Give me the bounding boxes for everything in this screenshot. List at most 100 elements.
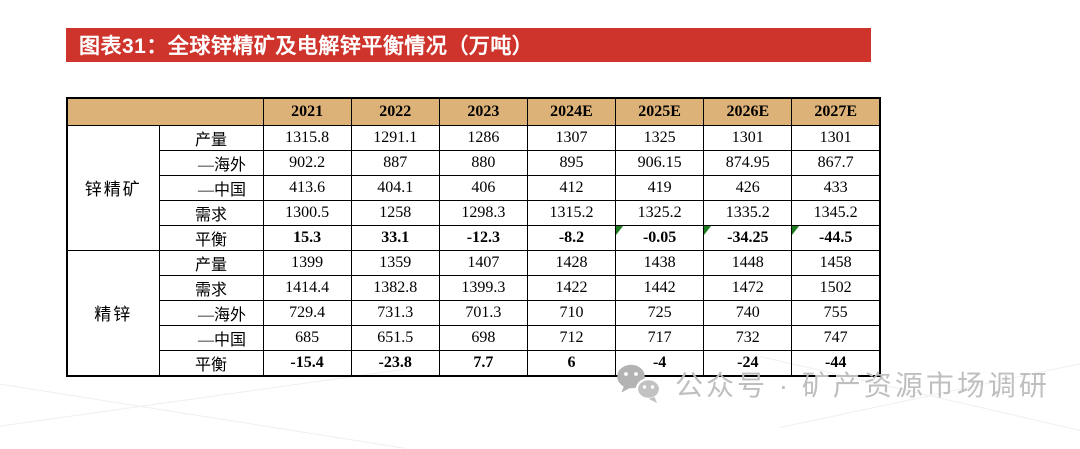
value-cell: 15.3: [262, 224, 352, 251]
value-cell: 895: [526, 149, 617, 176]
value-cell: 874.95: [703, 149, 793, 176]
value-cell: 433: [791, 174, 881, 201]
value-cell: 1315.8: [262, 124, 352, 151]
value-cell: -23.8: [350, 349, 440, 376]
value-cell: -8.2: [526, 224, 617, 251]
value-cell: 1438: [615, 249, 705, 276]
value-cell: 404.1: [350, 174, 440, 201]
value-cell: 1291.1: [350, 124, 440, 151]
value-cell: 701.3: [438, 299, 528, 326]
figure-title-banner: 图表31：全球锌精矿及电解锌平衡情况（万吨）: [66, 28, 871, 62]
table-row: —中国 413.6 404.1 406 412 419 426 433: [67, 174, 881, 201]
figure-title: 图表31：全球锌精矿及电解锌平衡情况（万吨）: [79, 35, 534, 58]
group-label: 精锌: [66, 249, 160, 376]
value-cell: 740: [703, 299, 793, 326]
value-cell: 729.4: [262, 299, 352, 326]
value-cell: 710: [526, 299, 617, 326]
value-cell: 1307: [526, 124, 617, 151]
value-cell: 1502: [791, 274, 881, 301]
value-cell: 1258: [350, 199, 440, 226]
value-cell: 1359: [350, 249, 440, 276]
table-header: 2021 2022 2023 2024E 2025E 2026E 2027E: [66, 97, 881, 126]
row-label: —中国: [158, 324, 264, 351]
value-cell: 1472: [703, 274, 793, 301]
value-cell: 1422: [526, 274, 617, 301]
value-cell: 717: [615, 324, 705, 351]
year-header-cell: 2021: [262, 97, 352, 126]
row-label: 产量: [158, 249, 264, 276]
value-cell: 33.1: [350, 224, 440, 251]
value-cell: 1315.2: [526, 199, 617, 226]
value-cell: 7.7: [438, 349, 528, 376]
value-cell: 1407: [438, 249, 528, 276]
table-row: 平衡 15.3 33.1 -12.3 -8.2 -0.05 -34.25 -44.5: [67, 224, 881, 251]
value-cell: 906.15: [615, 149, 705, 176]
zinc-balance-table: 2021 2022 2023 2024E 2025E 2026E 2027E 锌精矿 产量 13…: [66, 97, 881, 377]
value-cell: 6: [526, 349, 617, 376]
table-row: —海外 729.4 731.3 701.3 710 725 740 755: [67, 299, 881, 326]
value-cell: -34.25: [703, 224, 793, 251]
value-cell: 880: [438, 149, 528, 176]
year-header-cell: 2026E: [703, 97, 793, 126]
value-cell: -12.3: [438, 224, 528, 251]
watermark: 公众号 · 矿产资源市场调研: [616, 362, 1050, 406]
value-cell: 887: [350, 149, 440, 176]
header-corner-cell: [66, 97, 264, 126]
row-label: —中国: [158, 174, 264, 201]
value-cell: 1345.2: [791, 199, 881, 226]
value-cell: 755: [791, 299, 881, 326]
table-row: 平衡 -15.4 -23.8 7.7 6 -4 -24 -44: [67, 349, 881, 376]
watermark-text: 公众号 · 矿产资源市场调研: [675, 370, 1050, 401]
value-cell: 1458: [791, 249, 881, 276]
row-label: —海外: [158, 149, 264, 176]
value-cell: 747: [791, 324, 881, 351]
value-cell: -44: [791, 349, 881, 376]
value-cell: 1325.2: [615, 199, 705, 226]
table-row: 需求 1414.4 1382.8 1399.3 1422 1442 1472 1502: [67, 274, 881, 301]
value-cell: 698: [438, 324, 528, 351]
value-cell: 651.5: [350, 324, 440, 351]
year-header-cell: 2022: [350, 97, 440, 126]
value-cell: 406: [438, 174, 528, 201]
row-label: —海外: [158, 299, 264, 326]
value-cell: 1442: [615, 274, 705, 301]
value-cell: 725: [615, 299, 705, 326]
background-line: [0, 368, 407, 428]
value-cell: 1301: [791, 124, 881, 151]
row-label: 需求: [158, 199, 264, 226]
value-cell: 732: [703, 324, 793, 351]
value-cell: 1298.3: [438, 199, 528, 226]
value-cell: 1414.4: [262, 274, 352, 301]
value-cell: -15.4: [262, 349, 352, 376]
value-cell: -0.05: [615, 224, 705, 251]
value-cell: 867.7: [791, 149, 881, 176]
table-row: 精锌 产量 1399 1359 1407 1428 1438 1448 1458: [66, 249, 881, 376]
value-cell: -24: [703, 349, 793, 376]
year-header-cell: 2025E: [615, 97, 705, 126]
row-label: 平衡: [158, 349, 264, 376]
background-line: [0, 382, 405, 449]
value-cell: 1325: [615, 124, 705, 151]
row-label: 平衡: [158, 224, 264, 251]
group-label: 锌精矿: [66, 124, 160, 251]
value-cell: 1301: [703, 124, 793, 151]
table-row: —中国 685 651.5 698 712 717 732 747: [67, 324, 881, 351]
table-row: —海外 902.2 887 880 895 906.15 874.95 867.7: [67, 149, 881, 176]
value-cell: 1382.8: [350, 274, 440, 301]
year-header-cell: 2024E: [526, 97, 617, 126]
value-cell: 413.6: [262, 174, 352, 201]
year-header-row: 2021 2022 2023 2024E 2025E 2026E 2027E: [66, 97, 881, 126]
wechat-icon: [617, 364, 662, 403]
value-cell: 1286: [438, 124, 528, 151]
table-row: 需求 1300.5 1258 1298.3 1315.2 1325.2 1335.2 1345…: [67, 199, 881, 226]
value-cell: 712: [526, 324, 617, 351]
value-cell: 1448: [703, 249, 793, 276]
row-label: 需求: [158, 274, 264, 301]
value-cell: 1335.2: [703, 199, 793, 226]
value-cell: 426: [703, 174, 793, 201]
year-header-cell: 2023: [438, 97, 528, 126]
value-cell: 1399.3: [438, 274, 528, 301]
value-cell: 412: [526, 174, 617, 201]
value-cell: 902.2: [262, 149, 352, 176]
table-row: 锌精矿 产量 1315.8 1291.1 1286 1307 1325 1301 1301: [66, 124, 881, 251]
